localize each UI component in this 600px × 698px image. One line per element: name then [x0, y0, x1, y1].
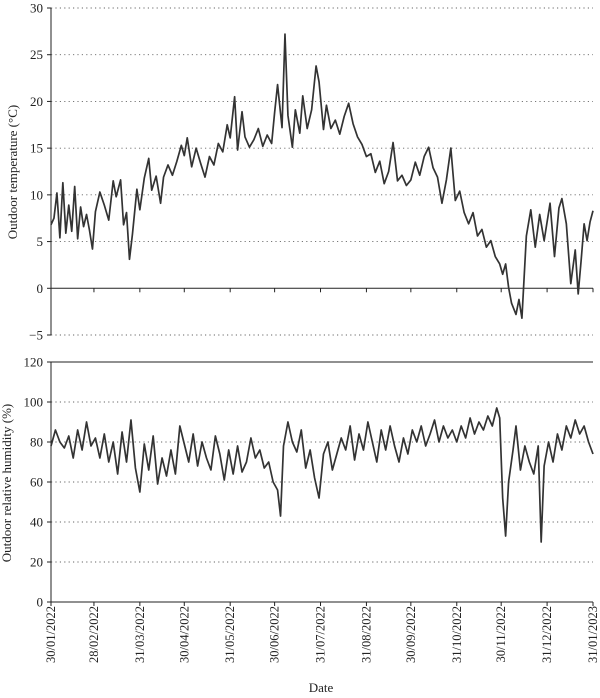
y-tick-label: 40 — [30, 515, 43, 530]
y-tick-label: 120 — [24, 355, 44, 370]
x-tick-label: 30/01/2022 — [44, 606, 58, 663]
x-tick-label: 31/01/2023 — [586, 606, 600, 663]
humidity-y-axis-label: Outdoor relative humidity (%) — [0, 404, 14, 563]
x-tick-label: 30/09/2022 — [404, 606, 418, 663]
temperature-panel: 30 25 20 15 10 5 0 −5 — [29, 1, 594, 343]
x-tick-label: 28/02/2022 — [87, 606, 101, 663]
x-tick-label: 31/03/2022 — [133, 606, 147, 663]
y-tick-label: −5 — [29, 328, 43, 343]
series-line — [50, 33, 594, 320]
x-tick-label: 31/10/2022 — [450, 606, 464, 663]
series-line — [50, 407, 594, 543]
y-tick-label: 25 — [30, 47, 43, 62]
x-tick-label: 31/07/2022 — [314, 606, 328, 663]
y-tick-label: 10 — [30, 187, 43, 202]
x-tick-label: 31/05/2022 — [223, 606, 237, 663]
y-tick-label: 30 — [30, 1, 43, 16]
x-tick-label: 31/12/2022 — [540, 606, 554, 663]
x-tick-label: 30/06/2022 — [268, 606, 282, 663]
x-axis-label: Date — [309, 680, 334, 695]
y-tick-label: 5 — [37, 234, 44, 249]
y-tick-label: 100 — [24, 395, 44, 410]
x-tick-label: 30/11/2022 — [494, 606, 508, 662]
temperature-y-axis-label: Outdoor temperature (°C) — [5, 105, 20, 239]
y-tick-label: 20 — [30, 94, 43, 109]
x-tick-label: 30/04/2022 — [177, 606, 191, 663]
x-tick-label: 31/08/2022 — [359, 606, 373, 663]
y-tick-label: 15 — [30, 141, 43, 156]
y-tick-label: 20 — [30, 555, 43, 570]
y-tick-label: 60 — [30, 475, 43, 490]
y-tick-label: 80 — [30, 435, 43, 450]
y-tick-label: 0 — [37, 595, 44, 610]
y-tick-label: 0 — [37, 281, 44, 296]
humidity-panel: 120 100 80 60 40 20 030/01/2022 28/02/2022 31/03… — [24, 355, 600, 663]
